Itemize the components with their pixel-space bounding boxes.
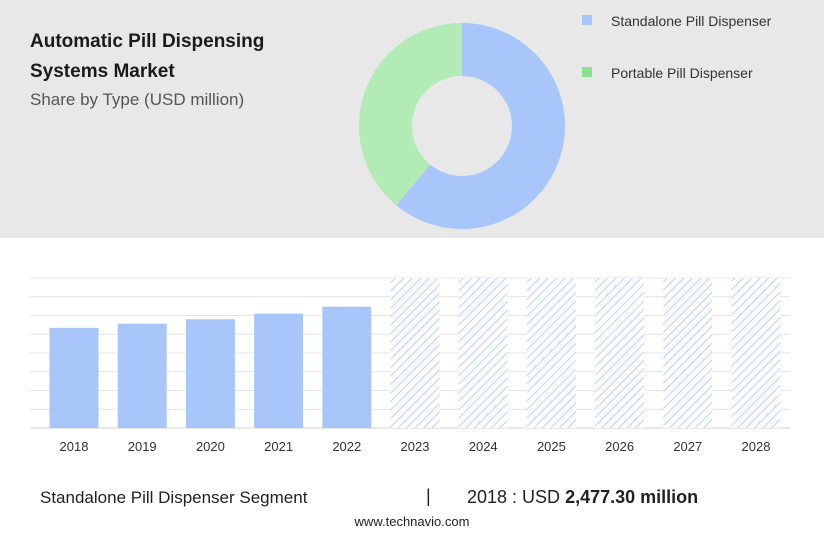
- x-tick-label-2018: 2018: [60, 439, 89, 454]
- x-tick-label-2022: 2022: [332, 439, 361, 454]
- donut-slice-standalone: [396, 23, 565, 230]
- x-axis-labels: 2018 2019 2020 2021 2022 2023 2024 2025 2026 2027…: [60, 439, 771, 454]
- segment-label: Standalone Pill Dispenser Segment: [40, 488, 308, 507]
- x-tick-label-2025: 2025: [537, 439, 566, 454]
- donut-chart: [359, 23, 565, 230]
- bar-2018: [49, 327, 99, 428]
- bars: [49, 278, 781, 428]
- segment-value: 2018 : USD 2,477.30 million: [467, 487, 698, 508]
- x-tick-label-2026: 2026: [605, 439, 634, 454]
- summary-panel: Automatic Pill Dispensing Systems Market…: [0, 0, 824, 238]
- forecast-bar-2027: [663, 278, 713, 428]
- segment-value-prefix: 2018 : USD: [467, 487, 566, 507]
- x-tick-label-2024: 2024: [469, 439, 498, 454]
- bar-2020: [185, 319, 235, 428]
- segment-value-amount: 2,477.30 million: [565, 487, 699, 507]
- x-tick-label-2023: 2023: [401, 439, 430, 454]
- forecast-bar-2024: [458, 278, 508, 428]
- donut-slice-portable: [359, 23, 462, 206]
- legend-swatch-standalone: [582, 15, 592, 25]
- legend-label-standalone: Standalone Pill Dispenser: [611, 13, 772, 29]
- chart-title: Automatic Pill Dispensing Systems Market: [30, 31, 265, 82]
- source-url: www.technavio.com: [354, 514, 470, 529]
- x-tick-label-2028: 2028: [742, 439, 771, 454]
- x-tick-label-2020: 2020: [196, 439, 225, 454]
- bar-2021: [254, 313, 304, 428]
- legend-swatch-portable: [582, 67, 592, 77]
- forecast-bar-2023: [390, 278, 440, 428]
- legend-label-portable: Portable Pill Dispenser: [611, 65, 753, 81]
- x-tick-label-2019: 2019: [128, 439, 157, 454]
- bar-chart: 2018 2019 2020 2021 2022 2023 2024 2025 2026 2027…: [30, 277, 790, 454]
- bar-2022: [322, 306, 372, 428]
- forecast-bar-2026: [595, 278, 645, 428]
- forecast-bar-2028: [731, 278, 781, 428]
- x-tick-label-2021: 2021: [264, 439, 293, 454]
- footer-divider: |: [426, 486, 431, 506]
- bar-2019: [117, 323, 167, 428]
- chart-subtitle: Share by Type (USD million): [30, 90, 245, 109]
- forecast-bar-2025: [526, 278, 576, 428]
- x-tick-label-2027: 2027: [673, 439, 702, 454]
